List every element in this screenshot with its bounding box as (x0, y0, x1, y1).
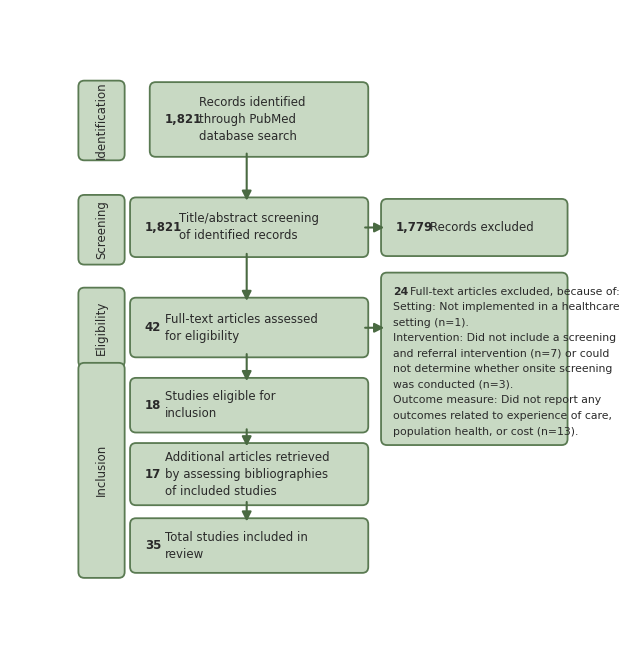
Text: Inclusion: Inclusion (95, 444, 108, 497)
Text: outcomes related to experience of care,: outcomes related to experience of care, (393, 411, 612, 421)
Text: Full-text articles assessed
for eligibility: Full-text articles assessed for eligibil… (165, 312, 318, 342)
Text: Title/abstract screening
of identified records: Title/abstract screening of identified r… (179, 212, 319, 242)
Text: Records identified
through PubMed
database search: Records identified through PubMed databa… (199, 96, 305, 143)
Text: 1,779: 1,779 (396, 221, 433, 234)
Text: and referral intervention (n=7) or could: and referral intervention (n=7) or could (393, 349, 610, 359)
Text: Setting: Not implemented in a healthcare: Setting: Not implemented in a healthcare (393, 302, 620, 312)
Text: Full-text articles excluded, because of:: Full-text articles excluded, because of: (410, 286, 620, 297)
Text: population health, or cost (n=13).: population health, or cost (n=13). (393, 426, 578, 437)
FancyBboxPatch shape (130, 378, 368, 432)
FancyBboxPatch shape (150, 82, 368, 157)
Text: 1,821: 1,821 (164, 113, 202, 126)
Text: setting (n=1).: setting (n=1). (393, 318, 469, 327)
FancyBboxPatch shape (78, 288, 124, 367)
FancyBboxPatch shape (78, 363, 124, 578)
Text: 35: 35 (145, 539, 161, 552)
Text: 18: 18 (145, 398, 161, 411)
FancyBboxPatch shape (381, 199, 568, 256)
FancyBboxPatch shape (78, 195, 124, 264)
Text: 24: 24 (393, 286, 408, 297)
Text: Eligibility: Eligibility (95, 300, 108, 355)
Text: 42: 42 (145, 321, 161, 334)
FancyBboxPatch shape (381, 273, 568, 445)
FancyBboxPatch shape (130, 197, 368, 257)
Text: was conducted (n=3).: was conducted (n=3). (393, 380, 514, 390)
FancyBboxPatch shape (130, 443, 368, 505)
Text: Identification: Identification (95, 81, 108, 159)
Text: Intervention: Did not include a screening: Intervention: Did not include a screenin… (393, 333, 617, 343)
FancyBboxPatch shape (130, 518, 368, 573)
Text: Additional articles retrieved
by assessing bibliographies
of included studies: Additional articles retrieved by assessi… (165, 450, 330, 497)
Text: Studies eligible for
inclusion: Studies eligible for inclusion (165, 390, 276, 420)
Text: 17: 17 (145, 467, 161, 480)
Text: Total studies included in
review: Total studies included in review (165, 531, 308, 561)
Text: Screening: Screening (95, 201, 108, 259)
FancyBboxPatch shape (130, 298, 368, 357)
Text: 1,821: 1,821 (145, 221, 182, 234)
Text: Records excluded: Records excluded (430, 221, 534, 234)
Text: not determine whether onsite screening: not determine whether onsite screening (393, 365, 613, 374)
FancyBboxPatch shape (78, 81, 124, 160)
Text: Outcome measure: Did not report any: Outcome measure: Did not report any (393, 395, 601, 406)
